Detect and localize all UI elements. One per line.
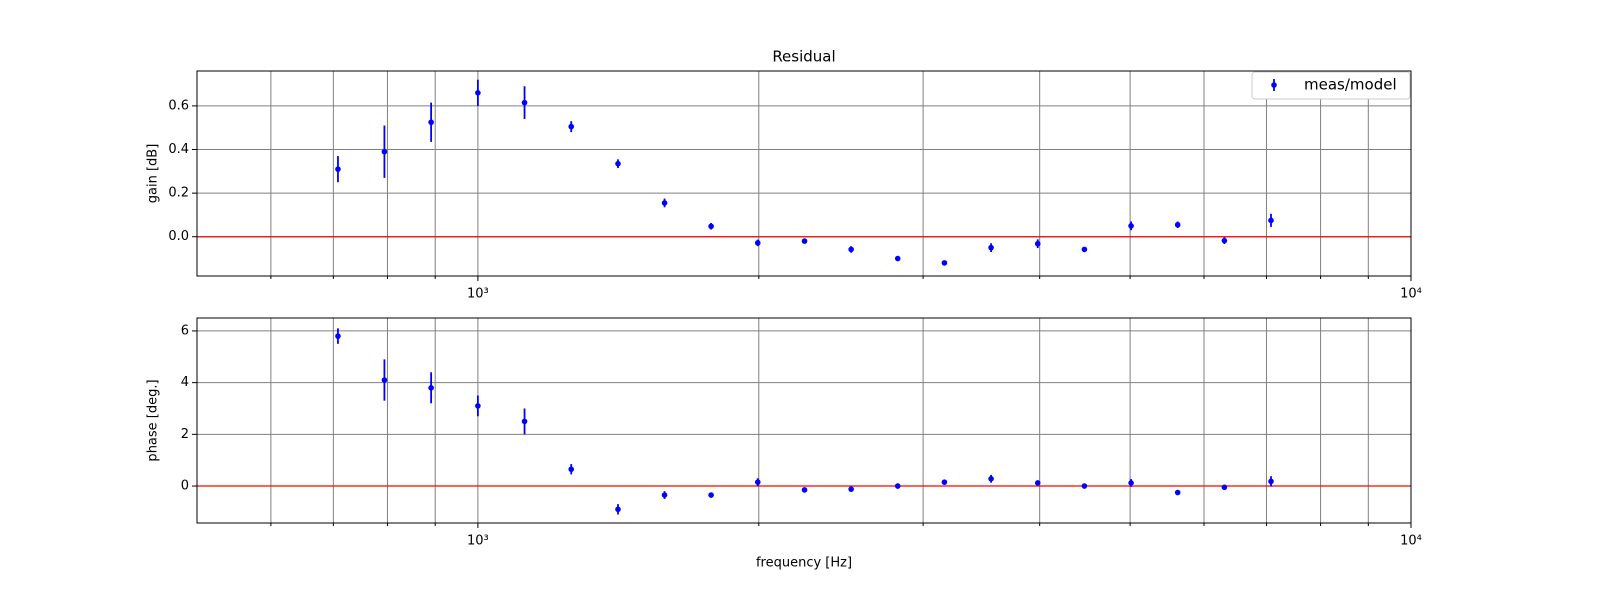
- data-point: [1128, 223, 1134, 229]
- data-point: [568, 123, 575, 130]
- data-point: [1034, 240, 1041, 247]
- data-point: [381, 148, 388, 155]
- x-axis-label: frequency [Hz]: [756, 556, 852, 571]
- data-point: [428, 384, 434, 391]
- data-point: [848, 246, 854, 253]
- legend-box: [1251, 71, 1411, 100]
- y-tick-label: 4: [181, 375, 189, 390]
- data-point: [381, 377, 388, 383]
- axes-frame: [196, 70, 1412, 277]
- x-tick-label: 10³: [467, 287, 489, 302]
- y-tick-label: 0.2: [168, 186, 189, 201]
- y-axis-label: phase [deg.]: [146, 379, 161, 461]
- data-point: [801, 238, 808, 244]
- data-point: [708, 223, 714, 230]
- data-point: [1174, 221, 1181, 228]
- data-point: [1034, 480, 1041, 486]
- data-point: [1174, 489, 1181, 496]
- data-point: [335, 333, 341, 339]
- data-point: [428, 119, 434, 126]
- data-point: [615, 506, 621, 513]
- data-point: [941, 260, 948, 266]
- data-point: [335, 166, 341, 172]
- data-point: [1081, 483, 1088, 489]
- y-tick-label: 0.4: [168, 142, 189, 157]
- legend-marker: [1271, 82, 1277, 88]
- data-point: [521, 418, 528, 425]
- data-point: [754, 240, 761, 246]
- data-point: [1268, 478, 1274, 485]
- data-point: [615, 160, 621, 167]
- y-tick-label: 0.6: [168, 98, 189, 113]
- data-point: [475, 403, 481, 409]
- y-tick-label: 0: [181, 479, 189, 494]
- data-point: [661, 200, 668, 206]
- data-point: [708, 492, 714, 498]
- data-point: [801, 487, 808, 493]
- chart-title: Residual: [772, 48, 835, 66]
- y-tick-label: 2: [181, 427, 189, 442]
- data-point: [754, 479, 761, 485]
- x-tick-label: 10⁴: [1400, 534, 1422, 549]
- data-point: [894, 255, 901, 262]
- data-point: [521, 99, 528, 106]
- data-point: [661, 492, 668, 498]
- data-point: [1221, 237, 1228, 244]
- data-point: [1221, 484, 1228, 491]
- data-point: [894, 483, 901, 489]
- y-tick-label: 0.0: [168, 229, 189, 244]
- data-point: [988, 475, 994, 482]
- data-point: [1268, 217, 1274, 224]
- x-tick-label: 10³: [467, 534, 489, 549]
- data-point: [848, 486, 854, 492]
- y-axis-label: gain [dB]: [146, 144, 161, 204]
- data-point: [1128, 480, 1134, 486]
- data-point: [568, 466, 575, 473]
- x-tick-label: 10⁴: [1400, 287, 1422, 302]
- legend-label: meas/model: [1304, 76, 1397, 94]
- data-point: [988, 244, 994, 251]
- data-point: [941, 479, 948, 485]
- data-point: [475, 90, 481, 96]
- axes-frame: [196, 317, 1412, 524]
- y-tick-label: 6: [181, 323, 189, 338]
- data-point: [1081, 246, 1088, 253]
